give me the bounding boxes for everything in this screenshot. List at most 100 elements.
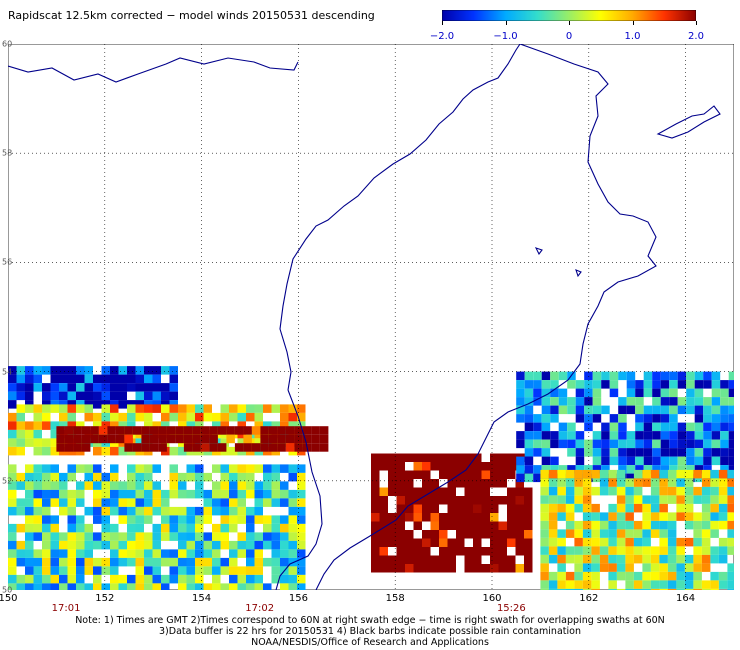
wind-cell bbox=[439, 547, 448, 556]
wind-cell bbox=[144, 515, 153, 524]
wind-cell bbox=[524, 555, 533, 564]
colorbar-tick bbox=[632, 21, 634, 25]
wind-cell bbox=[297, 566, 306, 575]
wind-cell bbox=[677, 448, 687, 457]
wind-cell bbox=[42, 438, 51, 447]
wind-cell bbox=[456, 496, 465, 505]
wind-cell bbox=[33, 532, 42, 541]
wind-cell bbox=[548, 503, 558, 513]
wind-cell bbox=[229, 498, 238, 507]
wind-cell bbox=[693, 512, 702, 521]
wind-cell bbox=[118, 574, 127, 584]
wind-cell bbox=[152, 421, 161, 430]
wind-cell bbox=[447, 496, 456, 505]
wind-cell bbox=[118, 400, 127, 409]
wind-cell bbox=[669, 448, 678, 457]
wind-cell bbox=[669, 388, 678, 398]
wind-cell bbox=[430, 538, 439, 547]
wind-cell bbox=[212, 421, 221, 430]
wind-cell bbox=[413, 538, 422, 547]
wind-cell bbox=[599, 546, 609, 555]
wind-cell bbox=[8, 374, 17, 384]
wind-cell bbox=[124, 443, 133, 452]
wind-cell bbox=[584, 371, 593, 381]
wind-cell bbox=[110, 412, 119, 422]
wind-cell bbox=[271, 566, 280, 575]
wind-cell bbox=[574, 537, 583, 547]
wind-cell bbox=[541, 397, 551, 406]
wind-cell bbox=[711, 371, 721, 381]
wind-cell bbox=[229, 583, 238, 590]
wind-cell bbox=[59, 583, 68, 590]
wind-cell bbox=[101, 532, 110, 541]
wind-cell bbox=[268, 434, 278, 444]
wind-cell bbox=[498, 462, 507, 471]
wind-cell bbox=[76, 383, 85, 392]
wind-cell bbox=[135, 566, 144, 575]
wind-cell bbox=[490, 504, 499, 513]
wind-cell bbox=[498, 564, 507, 573]
wind-cell bbox=[246, 489, 255, 499]
lon-tick-label: 160 bbox=[482, 593, 502, 604]
wind-cell bbox=[626, 405, 636, 415]
wind-cell bbox=[237, 506, 246, 516]
wind-cell bbox=[396, 487, 405, 496]
wind-cell bbox=[447, 538, 456, 547]
wind-cell bbox=[582, 529, 592, 538]
wind-cell bbox=[64, 426, 74, 435]
wind-cell bbox=[601, 405, 610, 415]
wind-cell bbox=[642, 580, 651, 589]
wind-cell bbox=[616, 512, 626, 521]
wind-cell bbox=[677, 422, 687, 432]
wind-cell bbox=[498, 547, 507, 556]
wind-cell bbox=[93, 374, 102, 384]
wind-cell bbox=[608, 512, 617, 521]
wind-cell bbox=[693, 520, 702, 530]
wind-cell bbox=[271, 421, 280, 430]
wind-cell bbox=[25, 366, 34, 375]
wind-cell bbox=[144, 464, 153, 473]
wind-cell bbox=[220, 404, 229, 413]
wind-cell bbox=[271, 481, 280, 490]
wind-cell bbox=[422, 470, 431, 479]
wind-cell bbox=[76, 574, 85, 584]
wind-cell bbox=[33, 383, 42, 392]
wind-cell bbox=[565, 486, 575, 496]
wind-cell bbox=[260, 434, 269, 444]
wind-cell bbox=[669, 371, 678, 381]
wind-cell bbox=[25, 404, 34, 413]
wind-cell bbox=[727, 580, 734, 589]
wind-cell bbox=[686, 380, 695, 389]
wind-cell bbox=[516, 388, 525, 398]
wind-cell bbox=[720, 456, 729, 466]
colorbar-label: 1.0 bbox=[624, 31, 641, 42]
wind-cell bbox=[481, 521, 490, 530]
wind-cell bbox=[711, 439, 721, 449]
wind-cell bbox=[439, 521, 448, 530]
wind-cell bbox=[319, 426, 329, 435]
wind-cell bbox=[575, 414, 585, 423]
wind-cell bbox=[703, 405, 712, 415]
wind-cell bbox=[297, 523, 306, 533]
wind-cell bbox=[582, 486, 592, 496]
wind-cell bbox=[67, 557, 76, 567]
wind-cell bbox=[659, 580, 668, 589]
wind-cell bbox=[254, 515, 263, 524]
wind-cell bbox=[684, 554, 694, 564]
wind-cell bbox=[33, 498, 42, 507]
wind-cell bbox=[728, 456, 734, 466]
wind-cell bbox=[101, 404, 110, 413]
wind-cell bbox=[430, 462, 439, 471]
wind-cell bbox=[548, 495, 558, 504]
wind-cell bbox=[592, 456, 602, 466]
east-coast bbox=[315, 44, 657, 590]
wind-cell bbox=[169, 523, 178, 533]
wind-cell bbox=[93, 421, 102, 430]
wind-cell bbox=[635, 380, 644, 389]
wind-cell bbox=[643, 380, 653, 389]
wind-cell bbox=[144, 566, 153, 575]
wind-cell bbox=[158, 434, 167, 444]
wind-cell bbox=[582, 478, 592, 487]
wind-cell bbox=[667, 588, 677, 590]
wind-cell bbox=[127, 400, 136, 409]
